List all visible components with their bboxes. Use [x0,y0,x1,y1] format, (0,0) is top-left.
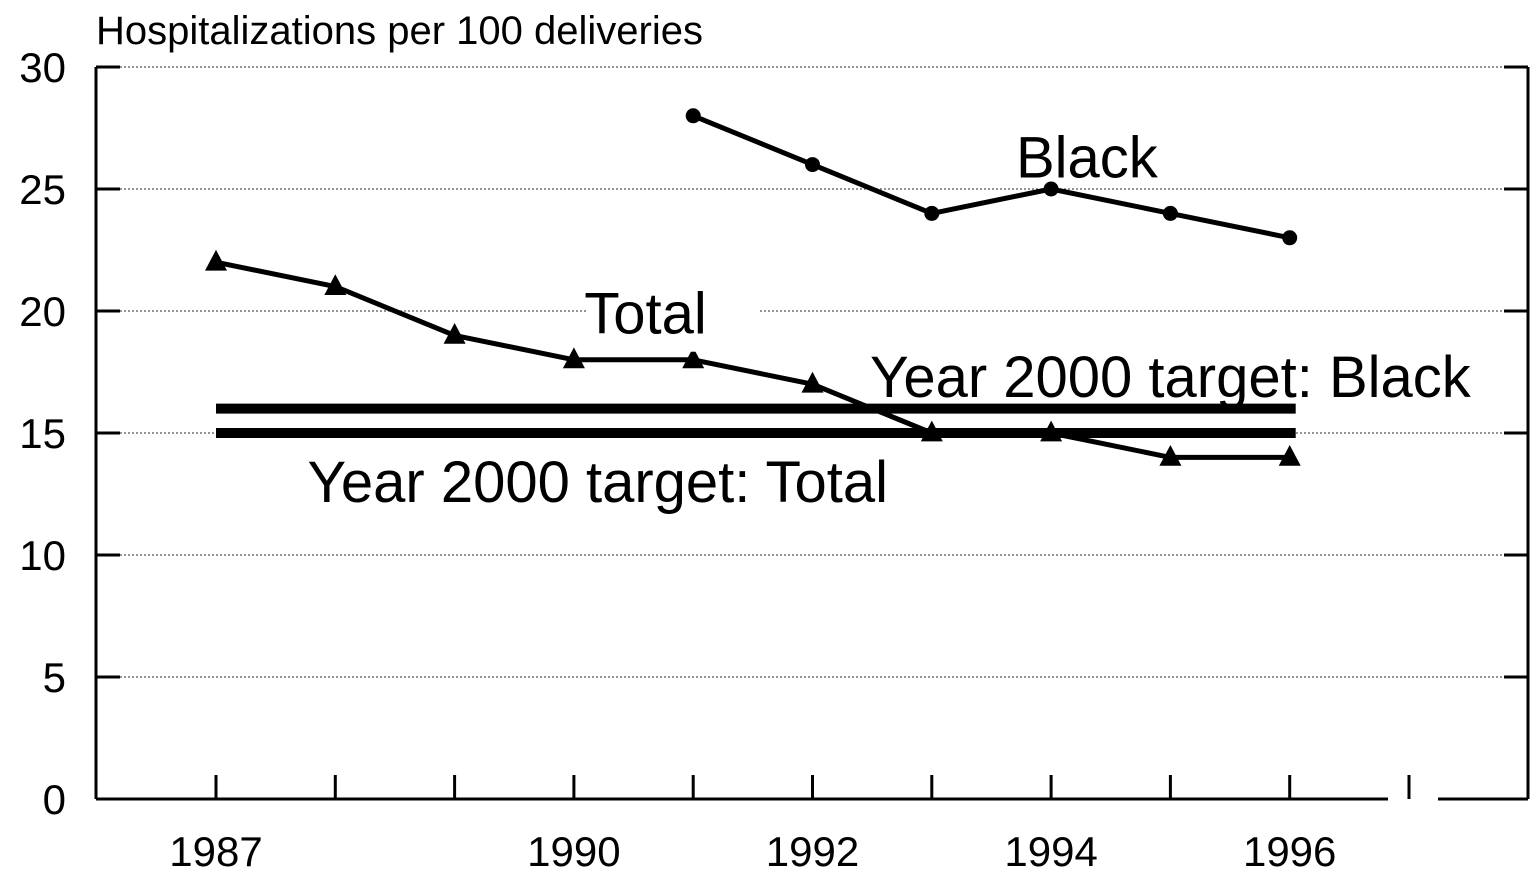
annotations: Black Total Year 2000 target: Black Year 20… [308,125,1472,515]
data-point-black-1992 [805,157,820,173]
y-tick-label-0: 0 [43,776,66,823]
y-tick-label-15: 15 [19,410,66,457]
tick-labels: 0 5 10 15 20 25 30 1987 1990 1992 1994 1996 [19,44,1336,872]
target-lines [216,403,1296,438]
x-tick-label-1992: 1992 [766,828,859,872]
data-point-black-1991 [685,108,701,124]
annotation-black: Black [1016,125,1159,190]
data-point-total-1991 [682,347,705,369]
total-label-background [587,281,760,352]
axes [94,65,1530,801]
annotation-target-total: Year 2000 target: Total [308,450,888,515]
y-tick-label-5: 5 [43,654,66,701]
x-tick-label-1996: 1996 [1243,828,1336,872]
data-point-total-1995 [1159,445,1182,466]
data-point-total-1987 [205,249,227,271]
y-tick-label-25: 25 [19,166,66,213]
y-tick-label-20: 20 [19,288,66,335]
data-point-total-1988 [324,274,347,295]
annotation-target-black: Year 2000 target: Black [870,345,1472,410]
series-line-total [215,259,1290,460]
data-point-total-1990 [562,347,585,369]
x-tick-label-1994: 1994 [1004,828,1097,872]
data-point-total-1994 [1040,420,1063,442]
x-tick-label-1987: 1987 [169,828,262,872]
x-tick-label-1990: 1990 [527,828,620,872]
data-point-total-1993 [920,420,943,442]
data-point-black-1993 [924,205,940,221]
data-point-total-1992 [801,371,824,393]
y-tick-label-10: 10 [19,532,66,579]
data-point-total-1989 [443,323,466,344]
data-point-black-1995 [1162,205,1178,221]
annotation-total: Total [584,281,707,346]
data-point-total-1996 [1278,445,1301,466]
data-point-black-1994 [1043,181,1059,197]
y-tick-label-30: 30 [19,44,66,91]
y-axis-label: Hospitalizations per 100 deliveries [96,9,703,53]
data-point-black-1996 [1282,230,1298,246]
series-lines [205,108,1301,466]
series-line-black [692,113,1291,241]
